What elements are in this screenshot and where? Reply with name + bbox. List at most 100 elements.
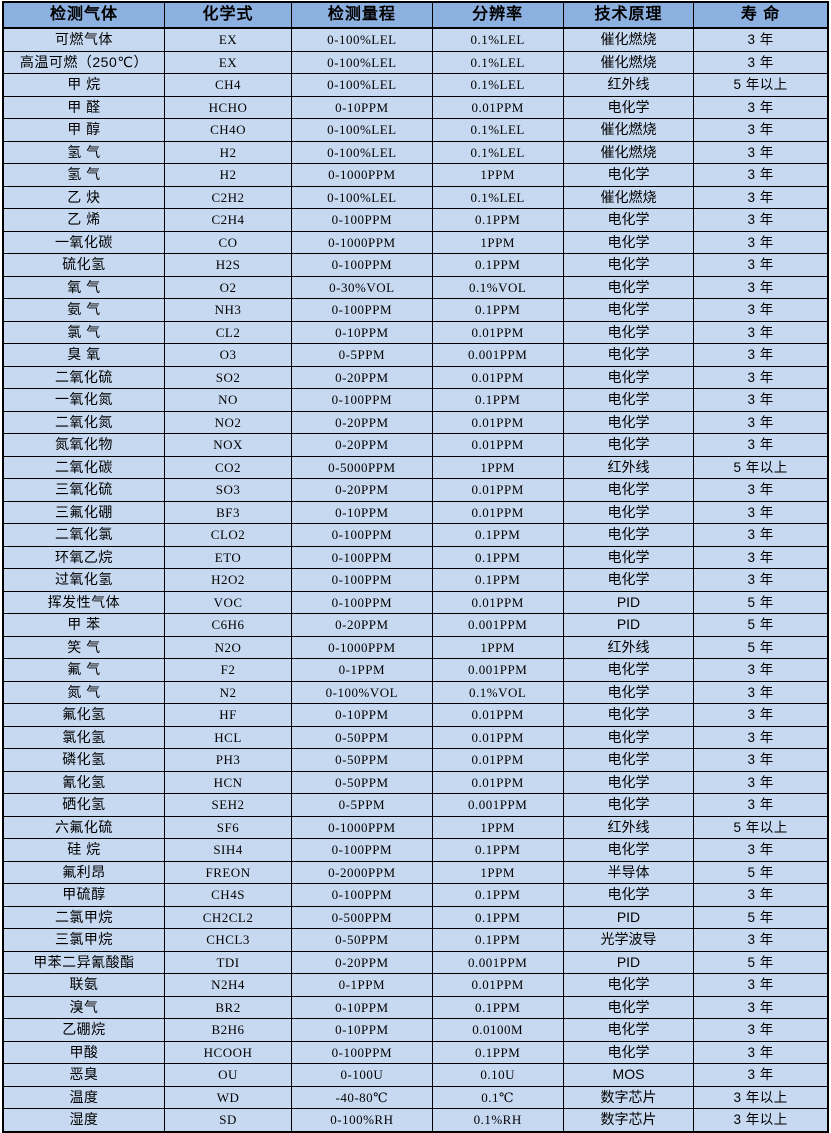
- cell-formula: NH3: [163, 298, 293, 322]
- cell-range: 0-50PPM: [291, 725, 433, 749]
- cell-gas: 三氧化硫: [2, 478, 165, 502]
- cell-gas: 氯化氢: [2, 725, 165, 749]
- cell-resolution: 0.01PPM: [431, 748, 564, 772]
- table-row: 氟化氢 HF 0-10PPM 0.01PPM 电化学 3 年: [2, 703, 829, 727]
- cell-life: 3 年: [693, 973, 829, 997]
- cell-principle: 电化学: [562, 658, 695, 682]
- cell-resolution: 0.01PPM: [431, 95, 564, 119]
- cell-range: 0-20PPM: [291, 478, 433, 502]
- cell-range: 0-100%RH: [291, 1108, 433, 1132]
- cell-principle: 电化学: [562, 725, 695, 749]
- column-header-gas: 检测气体: [2, 1, 165, 29]
- cell-range: 0-100%LEL: [291, 27, 433, 52]
- cell-formula: NO: [163, 388, 293, 412]
- cell-resolution: 0.01PPM: [431, 590, 564, 614]
- cell-gas: 可燃气体: [2, 27, 165, 52]
- cell-resolution: 0.1%LEL: [431, 27, 564, 52]
- cell-range: 0-10PPM: [291, 995, 433, 1019]
- cell-formula: PH3: [163, 748, 293, 772]
- cell-range: 0-100%LEL: [291, 185, 433, 209]
- cell-range: 0-1PPM: [291, 658, 433, 682]
- cell-formula: CH2CL2: [163, 905, 293, 929]
- cell-principle: PID: [562, 590, 695, 614]
- cell-life: 3 年以上: [693, 1108, 829, 1132]
- cell-resolution: 0.01PPM: [431, 973, 564, 997]
- cell-formula: SIH4: [163, 838, 293, 862]
- cell-resolution: 0.01PPM: [431, 725, 564, 749]
- table-row: 二氧化氯 CLO2 0-100PPM 0.1PPM 电化学 3 年: [2, 523, 829, 547]
- cell-life: 3 年: [693, 770, 829, 794]
- cell-life: 3 年: [693, 748, 829, 772]
- cell-principle: 电化学: [562, 748, 695, 772]
- cell-range: 0-100PPM: [291, 208, 433, 232]
- cell-resolution: 0.1PPM: [431, 523, 564, 547]
- cell-formula: O2: [163, 275, 293, 299]
- cell-formula: CO2: [163, 455, 293, 479]
- table-row: 溴气 BR2 0-10PPM 0.1PPM 电化学 3 年: [2, 995, 829, 1019]
- cell-life: 3 年: [693, 568, 829, 592]
- cell-principle: 电化学: [562, 838, 695, 862]
- cell-resolution: 0.1PPM: [431, 1040, 564, 1064]
- cell-range: 0-100%VOL: [291, 680, 433, 704]
- cell-formula: CL2: [163, 320, 293, 344]
- cell-resolution: 0.1PPM: [431, 838, 564, 862]
- cell-formula: SD: [163, 1108, 293, 1132]
- cell-principle: 催化燃烧: [562, 140, 695, 164]
- cell-range: 0-20PPM: [291, 433, 433, 457]
- cell-formula: SEH2: [163, 793, 293, 817]
- cell-life: 3 年: [693, 298, 829, 322]
- cell-life: 3 年: [693, 545, 829, 569]
- header-row: 检测气体 化学式 检测量程 分辨率 技术原理 寿 命: [2, 1, 829, 29]
- cell-gas: 二氧化碳: [2, 455, 165, 479]
- cell-resolution: 0.1PPM: [431, 545, 564, 569]
- table-row: 乙 炔 C2H2 0-100%LEL 0.1%LEL 催化燃烧 3 年: [2, 185, 829, 209]
- table-row: 乙 烯 C2H4 0-100PPM 0.1PPM 电化学 3 年: [2, 208, 829, 232]
- cell-gas: 挥发性气体: [2, 590, 165, 614]
- cell-range: 0-5PPM: [291, 343, 433, 367]
- cell-range: 0-100PPM: [291, 590, 433, 614]
- cell-principle: 电化学: [562, 298, 695, 322]
- cell-principle: 红外线: [562, 73, 695, 97]
- cell-life: 3 年: [693, 253, 829, 277]
- cell-range: 0-100PPM: [291, 523, 433, 547]
- column-header-life: 寿 命: [693, 1, 829, 29]
- table-row: 甲酸 HCOOH 0-100PPM 0.1PPM 电化学 3 年: [2, 1040, 829, 1064]
- cell-principle: 电化学: [562, 523, 695, 547]
- table-row: 硫化氢 H2S 0-100PPM 0.1PPM 电化学 3 年: [2, 253, 829, 277]
- cell-resolution: 0.1PPM: [431, 298, 564, 322]
- cell-life: 3 年: [693, 95, 829, 119]
- cell-range: 0-100PPM: [291, 298, 433, 322]
- cell-formula: SO3: [163, 478, 293, 502]
- cell-range: 0-1000PPM: [291, 163, 433, 187]
- cell-life: 3 年: [693, 410, 829, 434]
- cell-principle: 数字芯片: [562, 1108, 695, 1132]
- cell-gas: 氢 气: [2, 140, 165, 164]
- cell-formula: CH4O: [163, 118, 293, 142]
- cell-gas: 二氧化氮: [2, 410, 165, 434]
- cell-gas: 臭 氧: [2, 343, 165, 367]
- cell-gas: 氢 气: [2, 163, 165, 187]
- table-row: 甲 醛 HCHO 0-10PPM 0.01PPM 电化学 3 年: [2, 95, 829, 119]
- cell-gas: 甲 烷: [2, 73, 165, 97]
- cell-principle: 电化学: [562, 433, 695, 457]
- cell-range: 0-1000PPM: [291, 230, 433, 254]
- cell-life: 3 年: [693, 275, 829, 299]
- cell-life: 3 年: [693, 50, 829, 74]
- cell-principle: 电化学: [562, 973, 695, 997]
- table-row: 二氧化硫 SO2 0-20PPM 0.01PPM 电化学 3 年: [2, 365, 829, 389]
- cell-range: -40-80℃: [291, 1085, 433, 1109]
- table-row: 环氧乙烷 ETO 0-100PPM 0.1PPM 电化学 3 年: [2, 545, 829, 569]
- cell-gas: 甲 醇: [2, 118, 165, 142]
- cell-gas: 氟化氢: [2, 703, 165, 727]
- table-row: 氯 气 CL2 0-10PPM 0.01PPM 电化学 3 年: [2, 320, 829, 344]
- cell-resolution: 0.1%RH: [431, 1108, 564, 1132]
- cell-formula: SO2: [163, 365, 293, 389]
- cell-gas: 甲硫醇: [2, 883, 165, 907]
- cell-life: 3 年: [693, 703, 829, 727]
- column-header-range: 检测量程: [291, 1, 433, 29]
- cell-resolution: 0.01PPM: [431, 320, 564, 344]
- cell-formula: N2: [163, 680, 293, 704]
- cell-range: 0-10PPM: [291, 703, 433, 727]
- cell-formula: H2S: [163, 253, 293, 277]
